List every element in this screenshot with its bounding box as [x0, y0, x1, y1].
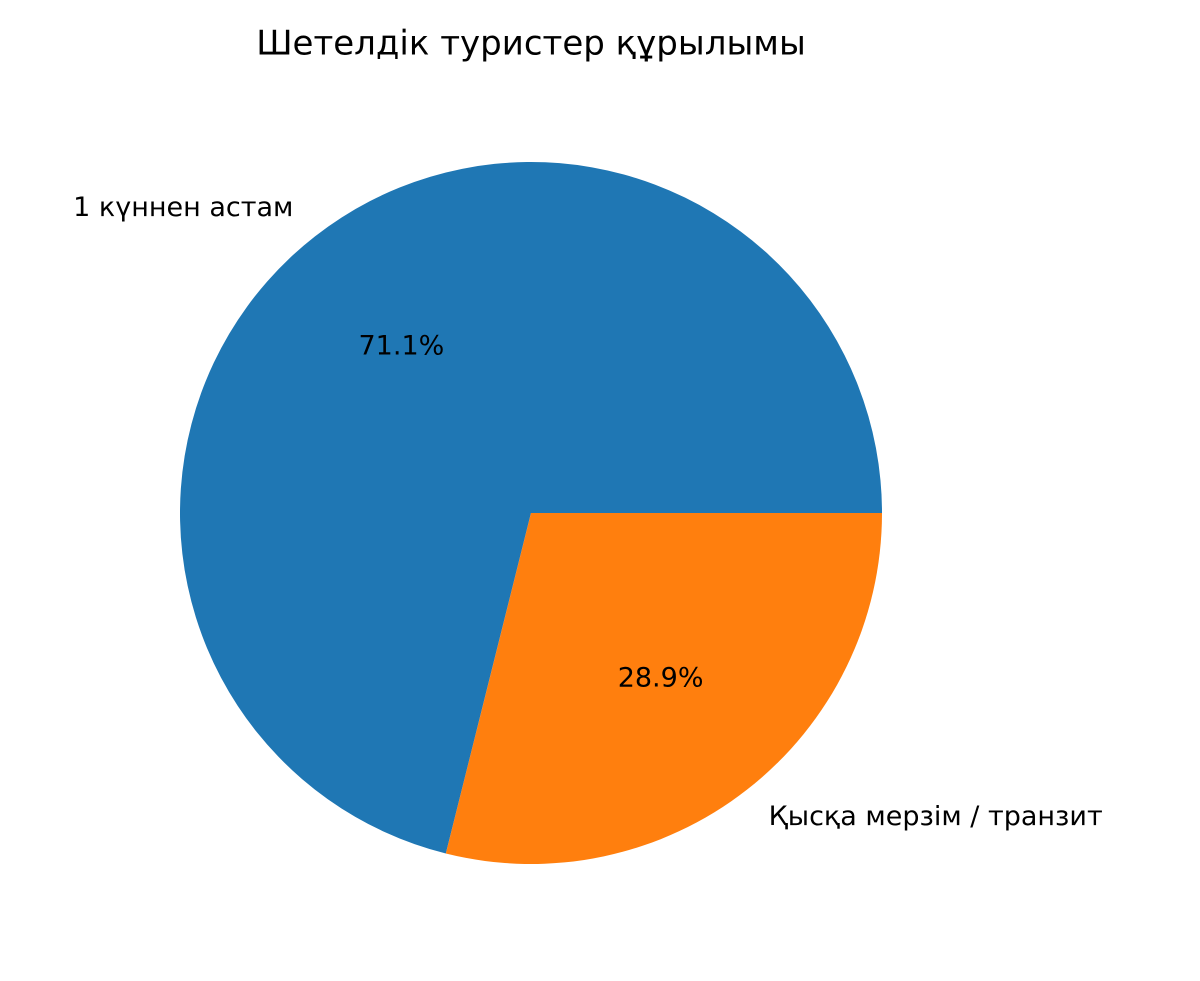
- pie-slice: [179, 162, 882, 854]
- chart-title: Шетелдік туристер құрылымы: [256, 24, 806, 64]
- value-label: 71.1%: [359, 330, 445, 361]
- slice-label: Қысқа мерзім / транзит: [769, 801, 1103, 832]
- value-label: 28.9%: [618, 663, 704, 694]
- slice-label: 1 күннен астам: [73, 192, 293, 223]
- pie-slice: [445, 513, 882, 864]
